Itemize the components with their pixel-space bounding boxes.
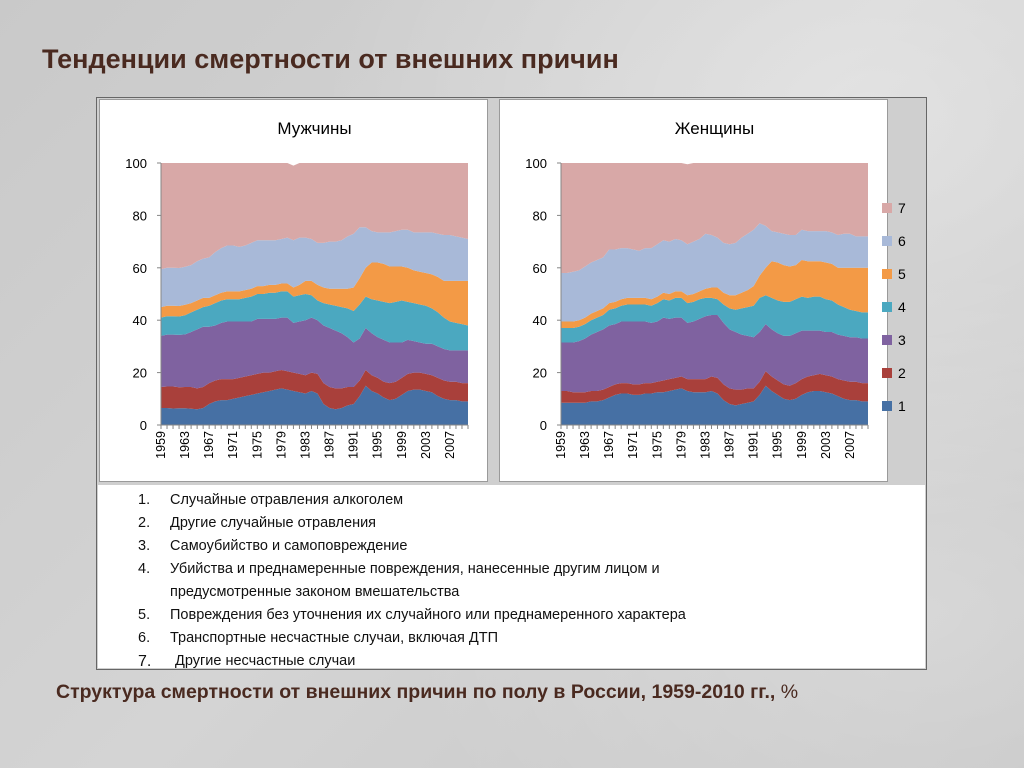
x-tick-label: 1971: [226, 431, 240, 459]
legend-label: 4: [898, 299, 906, 315]
y-tick-label: 40: [133, 313, 147, 328]
figure-caption: Структура смертности от внешних причин п…: [56, 681, 798, 704]
legend-swatch-7: [882, 203, 892, 213]
x-tick-label: 1991: [747, 431, 761, 459]
cause-number: 5.: [138, 607, 151, 623]
causes-legend-box: 1. Случайные отравления алкоголем 2. Други…: [98, 485, 925, 670]
legend-swatch-3: [882, 335, 892, 345]
chart-panel-women: Женщины 0 20 40 60 80 100 1959 1963 1967 1971 1975 1…: [499, 99, 906, 482]
x-tick-label: 2007: [843, 431, 857, 459]
x-tick-label: 1999: [795, 431, 809, 459]
area-series-1: [561, 385, 868, 425]
legend-label: 3: [898, 332, 906, 348]
cause-item-4: 4. Убийства и преднамеренные повреждения,…: [98, 558, 925, 604]
x-tick-label: 1963: [578, 431, 592, 459]
x-tick-label: 1959: [554, 431, 568, 459]
area-series-5: [561, 259, 868, 329]
x-tick-label: 1991: [347, 431, 361, 459]
cause-text: Повреждения без уточнения их случайного …: [170, 607, 686, 623]
caption-unit: %: [780, 681, 799, 703]
y-tick-label: 20: [133, 366, 147, 381]
legend-swatch-2: [882, 368, 892, 378]
y-tick-label: 100: [125, 156, 147, 171]
x-tick-label: 1983: [298, 431, 312, 459]
x-tick-label: 2007: [443, 431, 457, 459]
y-tick-label: 0: [540, 418, 547, 433]
cause-text: Другие несчастные случаи: [175, 653, 356, 669]
area-series-3: [161, 317, 468, 389]
causes-list: 1. Случайные отравления алкоголем 2. Други…: [98, 485, 925, 673]
y-tick-label: 60: [533, 261, 547, 276]
legend-swatch-6: [882, 236, 892, 246]
chart-women: Женщины 0 20 40 60 80 100 1959 1963 1967 1971 1975 1…: [525, 119, 906, 459]
x-tick-label: 1979: [274, 431, 288, 459]
y-tick-label: 40: [533, 313, 547, 328]
chart-title: Мужчины: [277, 119, 351, 138]
x-tick-label: 1995: [371, 431, 385, 459]
chart-panel-men: Мужчины 0 20 40 60 80 100 1959 1963 1967 1971 1975 1…: [99, 99, 488, 482]
area-series-6: [561, 223, 868, 322]
cause-item-7: 7. Другие несчастные случаи: [98, 650, 925, 673]
cause-text: Транспортные несчастные случаи, включая …: [170, 630, 499, 646]
legend-label: 6: [898, 233, 906, 249]
x-tick-label: 1975: [650, 431, 664, 459]
x-tick-label: 1959: [154, 431, 168, 459]
page-title: Тенденции смертности от внешних причин: [42, 44, 619, 74]
caption-text: Структура смертности от внешних причин п…: [56, 681, 776, 703]
legend-label: 2: [898, 365, 906, 381]
legend-swatch-5: [882, 269, 892, 279]
area-series-2: [161, 369, 468, 410]
area-series-2: [561, 371, 868, 406]
area-series-1: [161, 385, 468, 425]
cause-text: Случайные отравления алкоголем: [170, 492, 404, 508]
x-tick-label: 2003: [819, 431, 833, 459]
x-tick-label: 1983: [698, 431, 712, 459]
cause-number: 1.: [138, 492, 151, 508]
cause-text: Убийства и преднамеренные повреждения, н…: [170, 561, 660, 600]
y-tick-label: 0: [140, 418, 147, 433]
x-tick-label: 1963: [178, 431, 192, 459]
area-series-3: [561, 314, 868, 393]
area-series-4: [561, 295, 868, 343]
x-tick-label: 1987: [723, 431, 737, 459]
x-tick-label: 1975: [250, 431, 264, 459]
x-tick-label: 1971: [626, 431, 640, 459]
y-tick-label: 80: [133, 208, 147, 223]
x-tick-label: 1987: [323, 431, 337, 459]
y-tick-label: 100: [525, 156, 547, 171]
x-tick-label: 1999: [395, 431, 409, 459]
y-tick-label: 60: [133, 261, 147, 276]
legend-label: 5: [898, 266, 906, 282]
area-series-4: [161, 291, 468, 351]
legend-swatch-1: [882, 401, 892, 411]
x-tick-label: 1995: [771, 431, 785, 459]
area-series-6: [161, 227, 468, 308]
cause-number: 3.: [138, 538, 151, 554]
cause-item-5: 5. Повреждения без уточнения их случайног…: [98, 604, 925, 627]
area-series-7: [161, 163, 468, 270]
y-tick-label: 80: [533, 208, 547, 223]
x-tick-label: 1967: [602, 431, 616, 459]
x-tick-label: 1967: [202, 431, 216, 459]
cause-text: Другие случайные отравления: [170, 515, 377, 531]
legend-label: 1: [898, 398, 906, 414]
cause-number: 6.: [138, 630, 151, 646]
cause-item-2: 2. Другие случайные отравления: [98, 512, 925, 535]
cause-item-6: 6. Транспортные несчастные случаи, включа…: [98, 627, 925, 650]
cause-number: 7.: [138, 653, 152, 670]
area-series-7: [561, 163, 868, 274]
x-tick-label: 2003: [419, 431, 433, 459]
legend-label: 7: [898, 200, 906, 216]
x-tick-label: 1979: [674, 431, 688, 459]
chart-men: Мужчины 0 20 40 60 80 100 1959 1963 1967 1971 1975 1…: [125, 119, 469, 459]
area-series-5: [161, 262, 468, 326]
cause-item-3: 3. Самоубийство и самоповреждение: [98, 535, 925, 558]
cause-text: Самоубийство и самоповреждение: [170, 538, 408, 554]
legend-swatch-4: [882, 302, 892, 312]
cause-number: 2.: [138, 515, 151, 531]
cause-number: 4.: [138, 561, 151, 577]
y-tick-label: 20: [533, 366, 547, 381]
chart-title: Женщины: [675, 119, 754, 138]
cause-item-1: 1. Случайные отравления алкоголем: [98, 489, 925, 512]
